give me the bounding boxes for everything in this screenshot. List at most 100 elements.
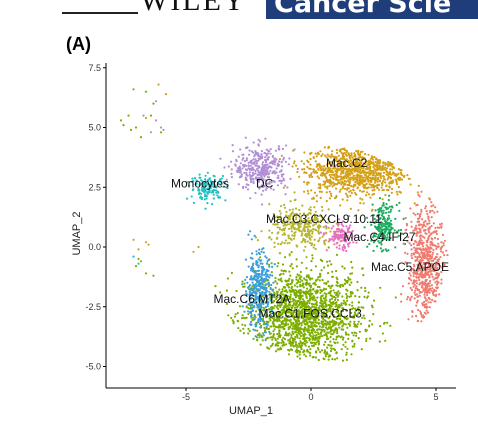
point-mac-c1-fos-ccl3 [306, 329, 309, 332]
point-mac-c1-fos-ccl3 [337, 290, 340, 293]
point-mac-c1-fos-ccl3 [288, 277, 291, 280]
point-mac-c2 [343, 187, 346, 190]
point-mac-c5-apoe [440, 282, 443, 285]
point-mac-c1-fos-ccl3 [314, 331, 317, 334]
point-mac-c3-cxcl9-10-11 [288, 227, 291, 230]
point-mac-c5-apoe [442, 242, 445, 245]
point-mac-c5-apoe [411, 310, 414, 313]
cluster-label: Mac.C6.MT2A [214, 292, 291, 306]
point-mac-c3-cxcl9-10-11 [285, 210, 288, 214]
point-monocytes [212, 193, 215, 196]
point-dc [264, 137, 267, 140]
point-dc [230, 160, 233, 163]
point-mac-c5-apoe [426, 311, 430, 314]
point-mac-c5-apoe [428, 231, 431, 234]
point-mac-c6-mt2a [254, 335, 257, 338]
point-mac-c3-cxcl9-10-11 [297, 227, 300, 230]
point-mac-c2 [369, 180, 372, 183]
point-mac-c3-cxcl9-10-11 [292, 223, 295, 226]
point-mac-c1-fos-ccl3 [316, 316, 319, 319]
point-mac-c1-fos-ccl3 [321, 326, 324, 329]
point-mac-c2 [337, 181, 340, 185]
point-mac-c1-fos-ccl3 [356, 323, 359, 326]
point-mac-c1-fos-ccl3 [369, 337, 372, 340]
point-mac-c6-mt2a [265, 302, 268, 305]
point-mac-c5-apoe [442, 244, 445, 247]
point-mac-c2 [396, 193, 399, 196]
point-mac-c6-mt2a [271, 274, 274, 277]
point-mac-c2 [382, 177, 386, 180]
point-mac-c5-apoe [402, 242, 405, 245]
point-mac-c1-fos-ccl3 [328, 285, 331, 288]
point-dc [244, 178, 247, 181]
point-mac-c4-ifi27 [394, 217, 397, 220]
point-mac-c1-fos-ccl3 [303, 353, 306, 356]
point-mac-c1-fos-ccl3 [247, 332, 250, 335]
point-monocytes [224, 199, 227, 202]
point-mac-c5-apoe [420, 208, 423, 211]
point-mac-c3-cxcl9-10-11 [309, 219, 312, 222]
point-mac-c1-fos-ccl3 [314, 299, 317, 302]
point-dc [277, 174, 280, 177]
point-mac-c2 [379, 174, 382, 177]
point-mac-c2 [368, 183, 371, 186]
point-mac-c1-fos-ccl3 [318, 337, 321, 340]
point-mac-c5-apoe [415, 285, 418, 288]
point-mac-c2 [335, 148, 338, 151]
point-mac-c3-cxcl9-10-11 [290, 221, 293, 224]
point-dc [296, 167, 299, 171]
point-mac-c1-fos-ccl3 [314, 356, 317, 359]
point-mac-c1-fos-ccl3 [280, 302, 283, 305]
point-monocytes [192, 180, 195, 183]
point-mac-c1-fos-ccl3 [331, 325, 334, 328]
point-mac-c1-fos-ccl3 [307, 325, 310, 328]
point-mac-c5-apoe [430, 237, 433, 240]
point-mac-c2 [330, 194, 333, 198]
point-mac-c1-fos-ccl3 [295, 313, 298, 316]
point-mac-c2 [362, 190, 365, 193]
point-mac-c1-fos-ccl3 [357, 301, 360, 304]
point-mac-c3-cxcl9-10-11 [294, 222, 297, 225]
point-mac-c2 [320, 154, 323, 158]
point-mac-c5-apoe [415, 250, 418, 253]
point-mac-c2 [376, 180, 379, 183]
point-mac-c5-apoe [423, 300, 426, 304]
point-mac-c6-mt2a [259, 259, 262, 262]
point-mac-c1-fos-ccl3 [295, 258, 298, 261]
point-dc [242, 157, 245, 160]
point-mac-c4-ifi27 [398, 209, 401, 212]
point-mac-c1-fos-ccl3 [288, 303, 291, 306]
point-mac-c1-fos-ccl3 [314, 265, 317, 268]
point-mac-c2 [323, 146, 326, 149]
point-mac-c1-fos-ccl3 [335, 317, 338, 320]
point-mac-c2 [377, 183, 380, 186]
point-mac-c1-fos-ccl3 [323, 349, 326, 352]
point-mac-c2 [382, 180, 385, 183]
point-pink [340, 239, 343, 242]
point-mac-c1-fos-ccl3 [310, 284, 313, 287]
point-mac-c5-apoe [415, 282, 419, 285]
point-mac-c3-cxcl9-10-11 [307, 217, 310, 220]
point-mac-c1-fos-ccl3 [325, 308, 329, 311]
point-mac-c1-fos-ccl3 [315, 341, 318, 344]
point-mac-c2 [350, 154, 353, 157]
point-dc [270, 181, 273, 184]
point-mac-c5-apoe [435, 247, 438, 250]
point-monocytes [198, 176, 201, 179]
point-mac-c5-apoe [425, 303, 428, 306]
point-mac-c3-cxcl9-10-11 [318, 224, 322, 228]
point-monocytes [204, 207, 207, 210]
panel-label: (A) [66, 34, 91, 54]
point-mac-c1-fos-ccl3 [341, 359, 345, 362]
point-dc [267, 149, 270, 152]
point-mac-c2 [390, 181, 393, 184]
point-dc [259, 173, 262, 176]
point-mac-c1-fos-ccl3 [290, 289, 293, 292]
point-mac-c1-fos-ccl3 [286, 315, 289, 319]
point-mac-c5-apoe [410, 254, 413, 257]
point-mac-c1-fos-ccl3 [340, 328, 343, 331]
point-mac-c1-fos-ccl3 [320, 331, 323, 334]
point-mac-c6-mt2a [266, 262, 269, 265]
point-mac-c5-apoe [413, 281, 416, 284]
point-dc [231, 144, 234, 147]
